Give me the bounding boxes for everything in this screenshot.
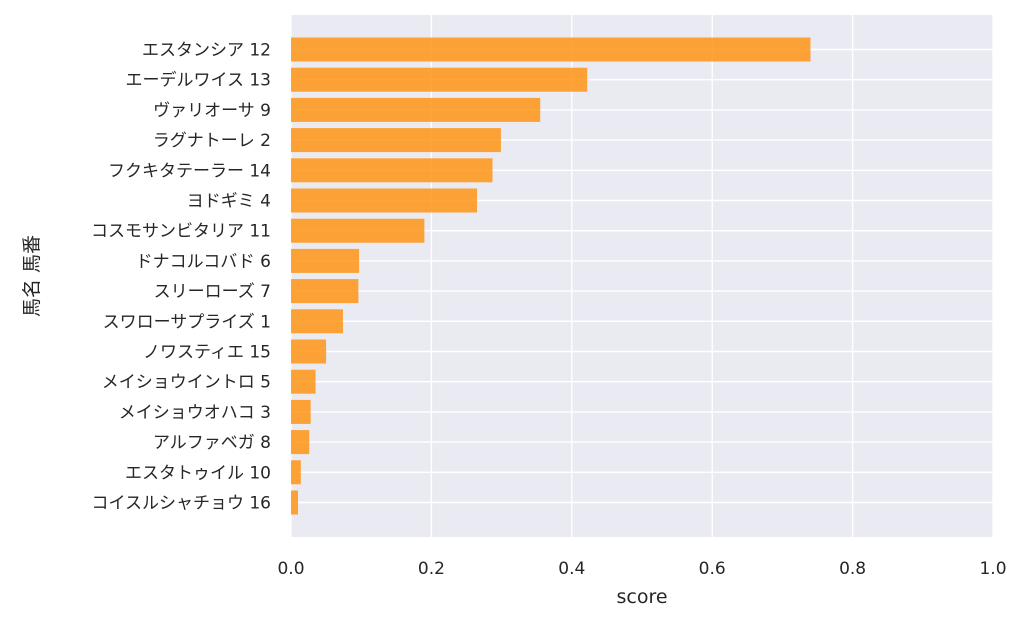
y-tick-label: コイスルシャチョウ 16: [91, 494, 271, 514]
bar: [291, 128, 501, 153]
bar: [291, 248, 360, 273]
y-tick-label: スリーローズ 7: [154, 282, 271, 302]
bar: [291, 430, 310, 455]
bars: [291, 37, 811, 515]
y-axis-label: 馬名 馬番: [21, 235, 43, 317]
bar: [291, 67, 588, 92]
y-tick-label: ドナコルコバド 6: [136, 252, 271, 272]
y-tick-label: ノワスティエ 15: [143, 343, 271, 363]
x-tick-label: 1.0: [979, 559, 1006, 579]
y-tick-label: メイショウオハコ 3: [119, 403, 271, 423]
bar: [291, 490, 299, 515]
bar: [291, 399, 311, 424]
x-tick-label: 0.4: [558, 559, 585, 579]
y-tick-label: エスタトゥイル 10: [125, 463, 271, 483]
x-tick-label: 0.6: [699, 559, 726, 579]
y-tick-label: エーデルワイス 13: [125, 70, 271, 91]
bar: [291, 188, 478, 213]
y-tick-label: ラグナトーレ 2: [153, 131, 271, 151]
x-tick-label: 0.8: [839, 559, 866, 579]
y-tick-label: アルファベガ 8: [153, 433, 271, 453]
x-tick-labels: 0.0 0.2 0.4 0.6 0.8 1.0: [277, 559, 1006, 579]
bar: [291, 460, 301, 485]
x-tick-label: 0.0: [277, 559, 304, 579]
bar: [291, 369, 316, 394]
y-tick-labels: エスタンシア 12 エーデルワイス 13 ヴァリオーサ 9 ラグナトーレ 2 フクキタテ…: [91, 41, 271, 514]
bar: [291, 158, 493, 183]
bar: [291, 279, 359, 304]
y-tick-label: メイショウイントロ 5: [102, 373, 271, 393]
x-axis-label: score: [616, 586, 667, 608]
bar: [291, 97, 541, 122]
plot-area: [291, 15, 993, 537]
y-tick-label: コスモサンビタリア 11: [91, 222, 271, 242]
y-tick-label: ヨドギミ 4: [187, 192, 271, 212]
y-tick-label: スワローサプライズ 1: [103, 312, 271, 332]
y-tick-label: フクキタテーラー 14: [108, 161, 271, 181]
x-tick-label: 0.2: [418, 559, 445, 579]
bar: [291, 37, 811, 62]
y-tick-label: エスタンシア 12: [142, 41, 271, 61]
y-tick-label: ヴァリオーサ 9: [153, 101, 271, 121]
bar: [291, 309, 343, 334]
bar: [291, 218, 425, 243]
bar: [291, 339, 327, 364]
